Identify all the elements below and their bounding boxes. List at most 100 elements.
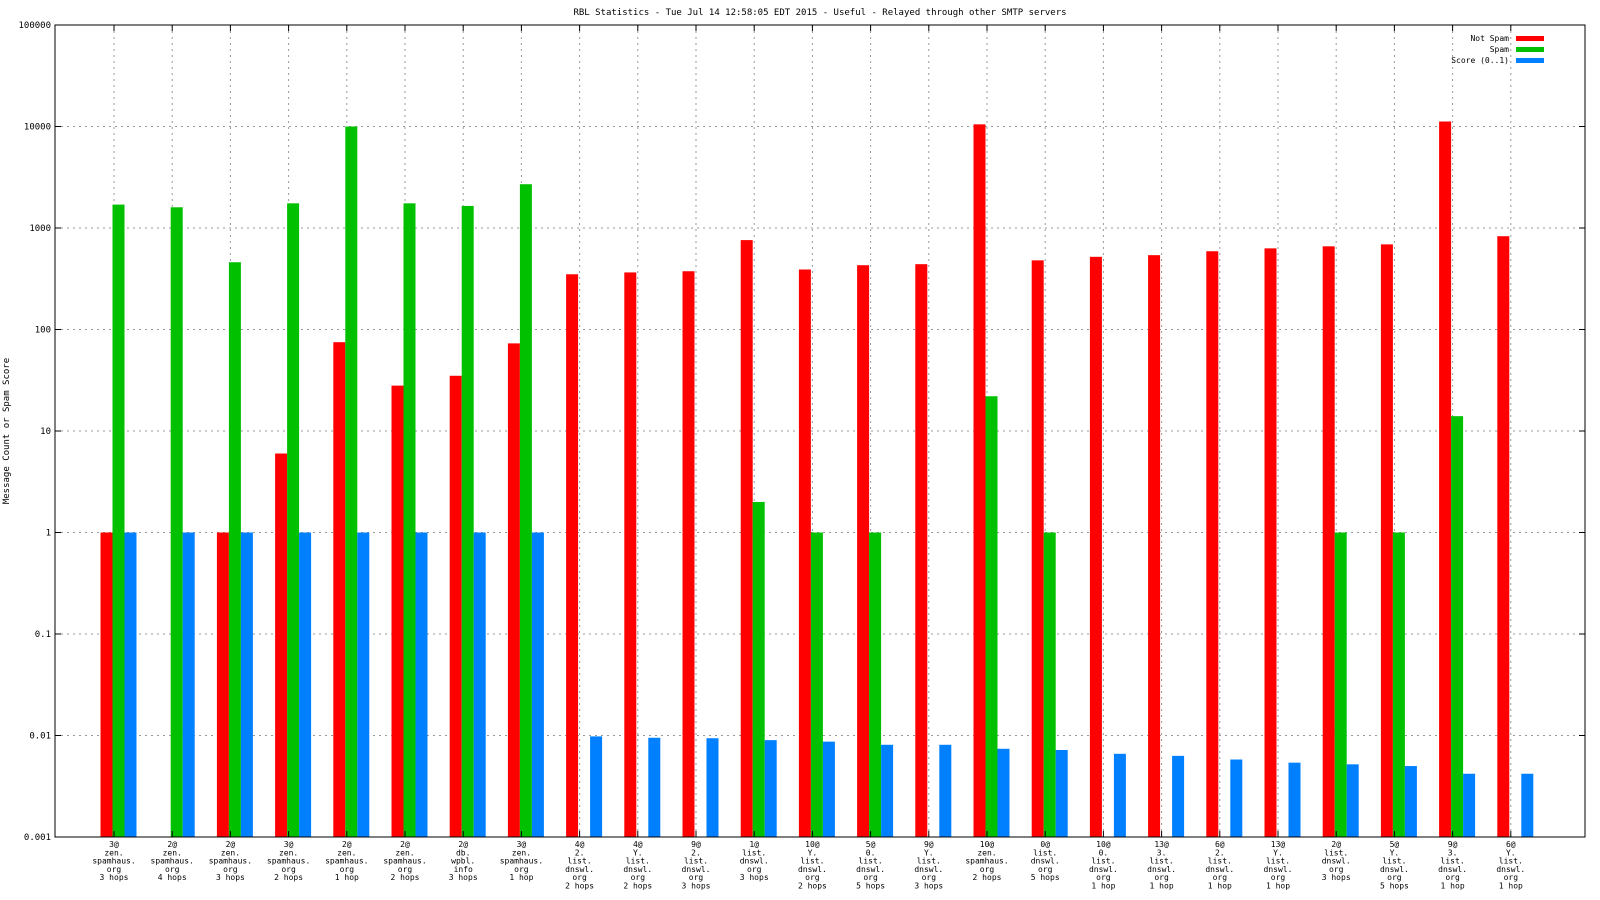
x-category-label: 3@ zen. spamhaus. org 1 hop (500, 840, 543, 882)
legend-swatch (1516, 36, 1544, 41)
bar-not-spam (740, 240, 753, 838)
x-category-label: 2@ db. wpbl. info 3 hops (449, 840, 478, 882)
bar-score-0-1 (1172, 755, 1185, 837)
bar-score-0-1 (240, 532, 253, 837)
legend-label: Not Spam (1470, 34, 1509, 43)
chart-title: RBL Statistics - Tue Jul 14 12:58:05 EDT… (573, 8, 1066, 18)
y-tick-label: 1000 (29, 224, 51, 234)
x-category-label: 2@ list. dnswl. org 3 hops (1322, 840, 1351, 882)
x-category-label: 2@ zen. spamhaus. org 4 hops (151, 840, 194, 882)
bar-not-spam (798, 269, 811, 837)
y-tick-label: 0.1 (35, 630, 51, 640)
bar-not-spam (449, 375, 462, 837)
bar-spam (345, 126, 358, 837)
x-category-label: 4@ Y. list. dnswl. org 2 hops (623, 840, 652, 891)
bar-score-0-1 (764, 740, 777, 837)
x-category-label: 3@ zen. spamhaus. org 3 hops (92, 840, 135, 882)
bar-score-0-1 (706, 738, 719, 837)
bar-not-spam (275, 453, 288, 837)
bar-score-0-1 (415, 532, 428, 837)
bar-spam (752, 501, 765, 837)
bar-score-0-1 (1230, 759, 1243, 837)
bar-not-spam (857, 265, 870, 837)
bar-score-0-1 (299, 532, 312, 837)
x-category-label: 13@ Y. list. dnswl. org 1 hop (1264, 840, 1293, 891)
x-category-label: 1@ list. dnswl. org 3 hops (740, 840, 769, 882)
x-category-label: 2@ zen. spamhaus. org 2 hops (383, 840, 426, 882)
bar-score-0-1 (1463, 773, 1476, 837)
y-tick-layer: 0.001 0.01 0.1 1 10 100 1000 10000 100000 (18, 21, 1585, 843)
x-category-label: 0@ list. dnswl. org 5 hops (1031, 840, 1060, 882)
y-tick-label: 10000 (24, 123, 51, 133)
bar-spam (519, 184, 532, 838)
bar-score-0-1 (473, 532, 486, 837)
bar-score-0-1 (124, 532, 137, 837)
bar-not-spam (216, 532, 229, 837)
legend-label: Score (0..1) (1451, 56, 1509, 65)
y-tick-label: 100000 (18, 21, 51, 31)
x-category-label: 5@ Y. list. dnswl. org 5 hops (1380, 840, 1409, 891)
bar-not-spam (1089, 256, 1102, 837)
y-tick-label: 100 (35, 326, 51, 336)
bar-score-0-1 (590, 736, 603, 837)
legend-swatch (1516, 47, 1544, 52)
y-tick-label: 1 (46, 529, 51, 539)
bar-score-0-1 (531, 532, 544, 837)
bar-spam (1043, 532, 1056, 837)
bar-spam (869, 532, 882, 837)
bar-not-spam (1439, 121, 1452, 837)
bar-spam (170, 207, 183, 838)
y-tick-label: 0.01 (29, 732, 51, 742)
x-category-label: 10@ zen. spamhaus. org 2 hops (965, 840, 1008, 882)
bar-not-spam (1148, 255, 1161, 837)
x-category-label: 6@ Y. list. dnswl. org 1 hop (1496, 840, 1525, 891)
x-category-label: 4@ 2. list. dnswl. org 2 hops (565, 840, 594, 891)
bar-score-0-1 (997, 748, 1010, 837)
x-category-label: 13@ 3. list. dnswl. org 1 hop (1147, 840, 1176, 891)
x-category-label: 2@ zen. spamhaus. org 1 hop (325, 840, 368, 882)
bar-spam (1451, 416, 1464, 837)
bar-not-spam (333, 342, 346, 837)
x-category-label: 9@ 2. list. dnswl. org 3 hops (682, 840, 711, 891)
bar-score-0-1 (357, 532, 370, 837)
bar-score-0-1 (939, 744, 952, 837)
bar-score-0-1 (881, 744, 894, 837)
bar-not-spam (100, 532, 113, 837)
legend-swatch (1516, 58, 1544, 63)
bar-spam (461, 205, 474, 837)
bar-score-0-1 (648, 737, 661, 837)
x-category-label: 9@ Y. list. dnswl. org 3 hops (914, 840, 943, 891)
bar-not-spam (973, 124, 986, 837)
bar-spam (228, 262, 241, 837)
x-category-label: 10@ 0. list. dnswl. org 1 hop (1089, 840, 1118, 891)
x-category-label: 9@ 3. list. dnswl. org 1 hop (1438, 840, 1467, 891)
bar-not-spam (391, 385, 404, 837)
bar-score-0-1 (182, 532, 195, 837)
bar-not-spam (1497, 236, 1510, 838)
bar-score-0-1 (1346, 764, 1359, 837)
bar-not-spam (1031, 260, 1044, 837)
x-category-label: 5@ 0. list. dnswl. org 5 hops (856, 840, 885, 891)
legend-label: Spam (1490, 45, 1509, 54)
bar-not-spam (624, 272, 637, 838)
legend: Not Spam Spam Score (0..1) (1451, 34, 1544, 65)
x-category-label: 10@ Y. list. dnswl. org 2 hops (798, 840, 827, 891)
bars-layer (100, 121, 1534, 838)
x-tick-layer: 3@ zen. spamhaus. org 3 hops 2@ zen. spamhaus. o… (92, 25, 1525, 891)
x-category-label: 6@ 2. list. dnswl. org 1 hop (1205, 840, 1234, 891)
bar-spam (403, 203, 416, 837)
bar-spam (1392, 532, 1405, 837)
bar-not-spam (682, 271, 695, 837)
bar-not-spam (915, 264, 928, 837)
bar-not-spam (1380, 244, 1393, 837)
bar-score-0-1 (1288, 762, 1301, 837)
bar-spam (287, 203, 300, 837)
bar-not-spam (1264, 248, 1277, 837)
bar-spam (112, 204, 125, 837)
bar-spam (1334, 532, 1347, 837)
y-tick-label: 10 (40, 427, 51, 437)
bar-not-spam (566, 274, 579, 837)
x-category-label: 2@ zen. spamhaus. org 3 hops (209, 840, 252, 882)
bar-score-0-1 (1404, 766, 1417, 837)
